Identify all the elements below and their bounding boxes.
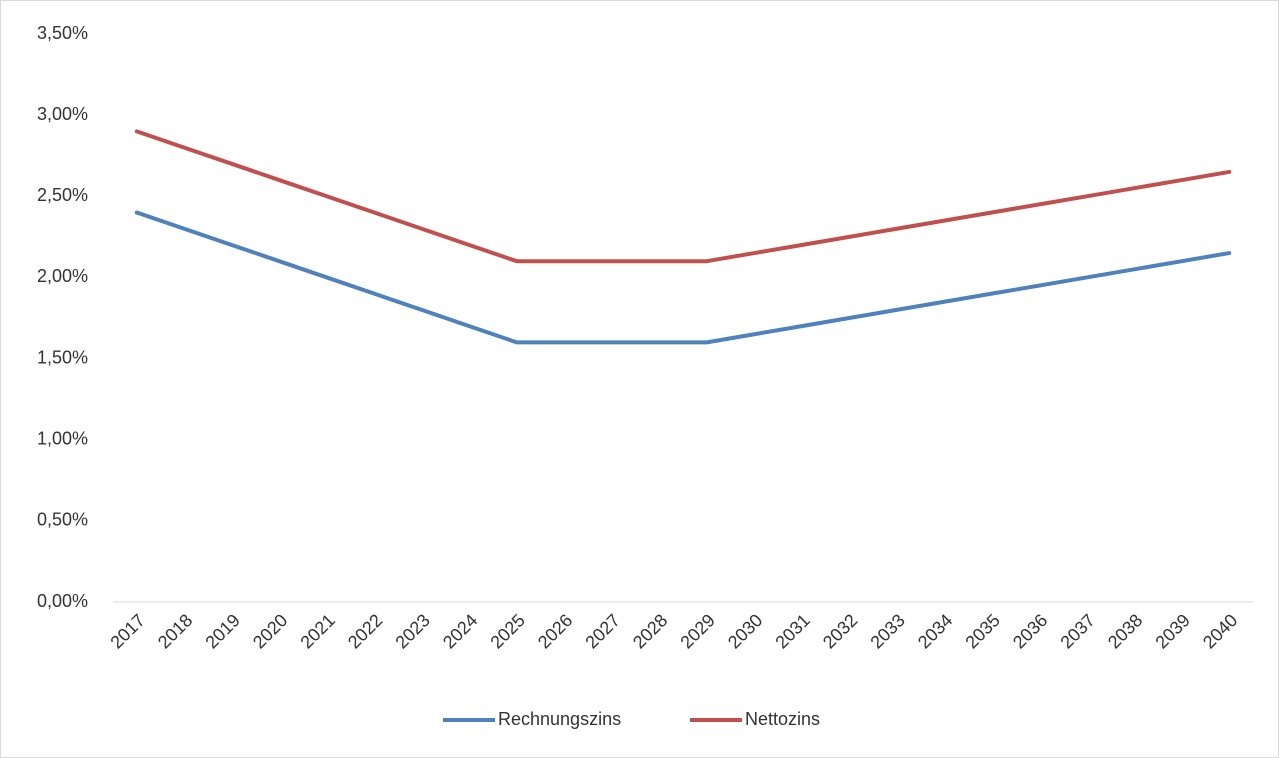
line-series	[134, 129, 1232, 264]
y-tick-label: 2,00%	[37, 266, 88, 286]
legend-label: Nettozins	[745, 709, 820, 729]
y-tick-label: 2,50%	[37, 185, 88, 205]
y-tick-label: 1,00%	[37, 428, 88, 448]
y-tick-label: 3,50%	[37, 23, 88, 43]
y-tick-label: 0,00%	[37, 591, 88, 611]
y-tick-label: 1,50%	[37, 347, 88, 367]
y-tick-label: 3,00%	[37, 104, 88, 124]
legend-label: Rechnungszins	[498, 709, 621, 729]
y-tick-label: 0,50%	[37, 510, 88, 530]
line-series	[134, 210, 1232, 345]
